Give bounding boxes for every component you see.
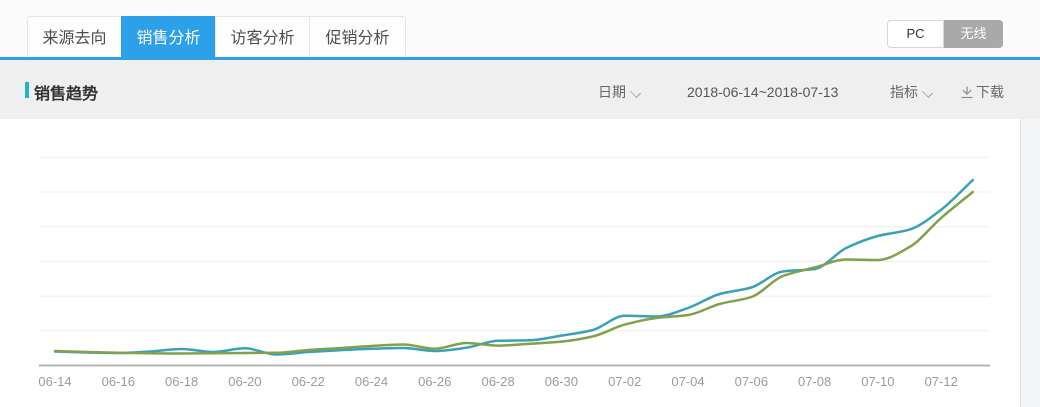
svg-text:07-06: 07-06 — [735, 374, 768, 389]
svg-text:06-20: 06-20 — [228, 374, 261, 389]
svg-text:07-04: 07-04 — [671, 374, 704, 389]
svg-text:06-28: 06-28 — [481, 374, 514, 389]
svg-text:06-18: 06-18 — [165, 374, 198, 389]
svg-text:06-14: 06-14 — [38, 374, 71, 389]
svg-text:06-16: 06-16 — [102, 374, 135, 389]
svg-text:06-24: 06-24 — [355, 374, 388, 389]
svg-text:06-30: 06-30 — [545, 374, 578, 389]
svg-text:06-26: 06-26 — [418, 374, 451, 389]
svg-text:07-12: 07-12 — [925, 374, 958, 389]
svg-text:07-08: 07-08 — [798, 374, 831, 389]
svg-text:07-02: 07-02 — [608, 374, 641, 389]
svg-text:07-10: 07-10 — [861, 374, 894, 389]
svg-text:06-22: 06-22 — [292, 374, 325, 389]
